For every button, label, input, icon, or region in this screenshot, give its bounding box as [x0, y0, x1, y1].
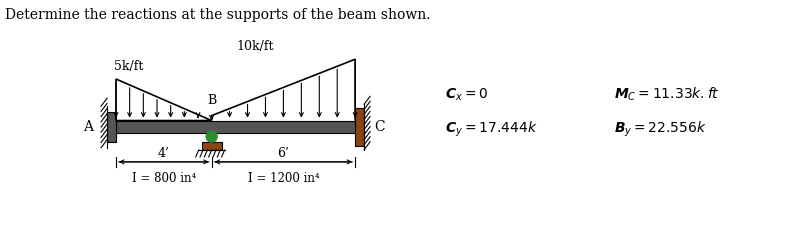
- Text: 10k/ft: 10k/ft: [236, 40, 273, 53]
- Text: B: B: [207, 94, 216, 107]
- Bar: [354, 108, 363, 146]
- Bar: [107, 112, 115, 142]
- Text: 6’: 6’: [277, 147, 289, 160]
- Text: Determine the reactions at the supports of the beam shown.: Determine the reactions at the supports …: [6, 8, 431, 22]
- Bar: [201, 142, 221, 150]
- Text: 4’: 4’: [158, 147, 169, 160]
- Text: $\boldsymbol{B}_y = 22.556k$: $\boldsymbol{B}_y = 22.556k$: [614, 119, 707, 139]
- Text: 5k/ft: 5k/ft: [114, 60, 144, 73]
- Text: $\boldsymbol{C}_y = 17.444k$: $\boldsymbol{C}_y = 17.444k$: [444, 119, 537, 139]
- Text: I = 1200 in⁴: I = 1200 in⁴: [247, 172, 319, 185]
- Circle shape: [206, 131, 217, 142]
- Text: I = 800 in⁴: I = 800 in⁴: [132, 172, 196, 185]
- Text: $\boldsymbol{M}_C = 11.33k.ft$: $\boldsymbol{M}_C = 11.33k.ft$: [614, 86, 719, 103]
- Text: $\boldsymbol{C}_x = 0$: $\boldsymbol{C}_x = 0$: [444, 86, 488, 103]
- Text: A: A: [83, 120, 93, 134]
- Bar: [115, 121, 354, 133]
- Text: C: C: [374, 120, 384, 134]
